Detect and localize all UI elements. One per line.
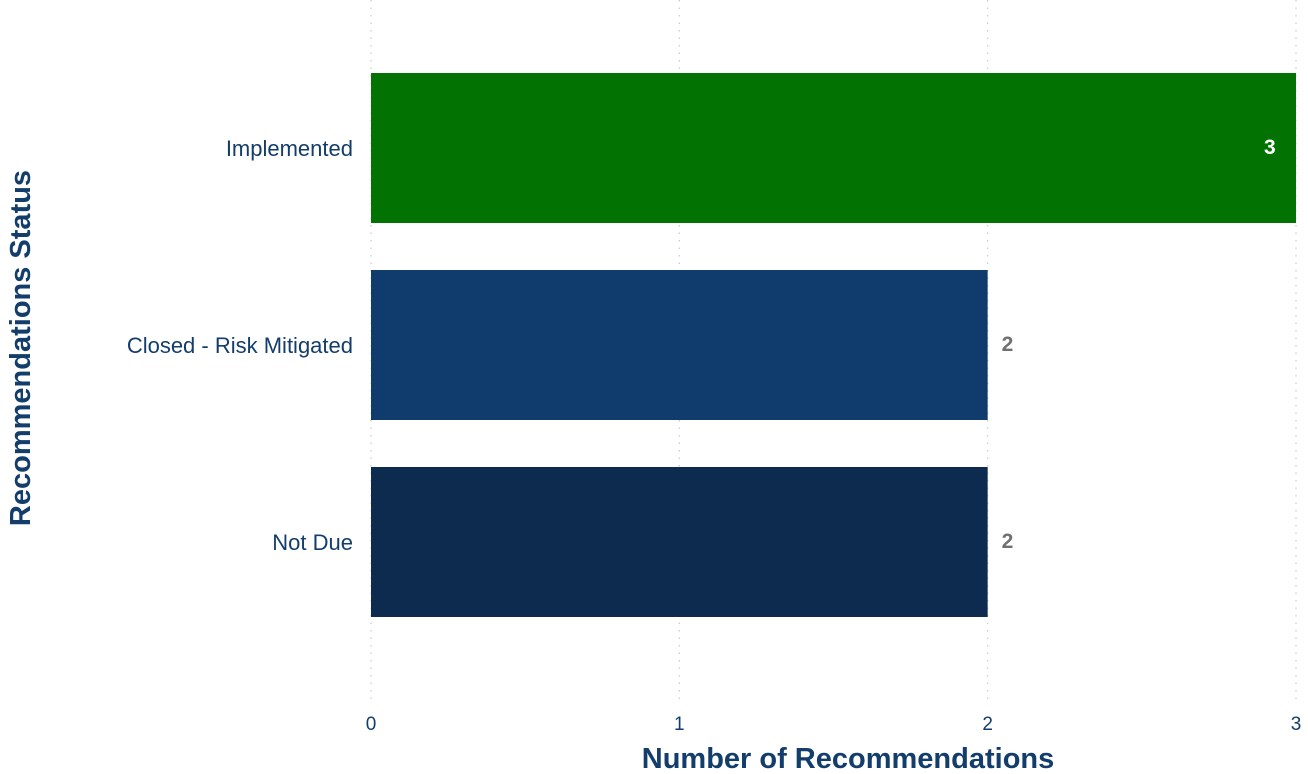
category-label: Closed - Risk Mitigated: [127, 333, 353, 358]
bars: [371, 73, 1296, 617]
category-label: Implemented: [226, 136, 353, 161]
x-tick-label: 2: [982, 714, 993, 735]
data-labels: 3 2 2: [1002, 136, 1276, 553]
data-label: 3: [1264, 136, 1276, 159]
x-tick-label: 1: [674, 714, 685, 735]
data-label: 2: [1002, 530, 1014, 553]
category-label: Not Due: [272, 530, 353, 555]
bar: [371, 467, 988, 617]
category-labels: Implemented Closed - Risk Mitigated Not Du…: [127, 136, 353, 555]
bar: [371, 270, 988, 420]
x-axis-title: Number of Recommendations: [642, 743, 1055, 774]
y-axis-title: Recommendations Status: [5, 170, 37, 526]
x-tick-label: 0: [366, 714, 377, 735]
bar: [371, 73, 1296, 223]
data-label: 2: [1002, 333, 1014, 356]
x-tick-labels: 0 1 2 3: [366, 714, 1302, 735]
x-tick-label: 3: [1291, 714, 1302, 735]
